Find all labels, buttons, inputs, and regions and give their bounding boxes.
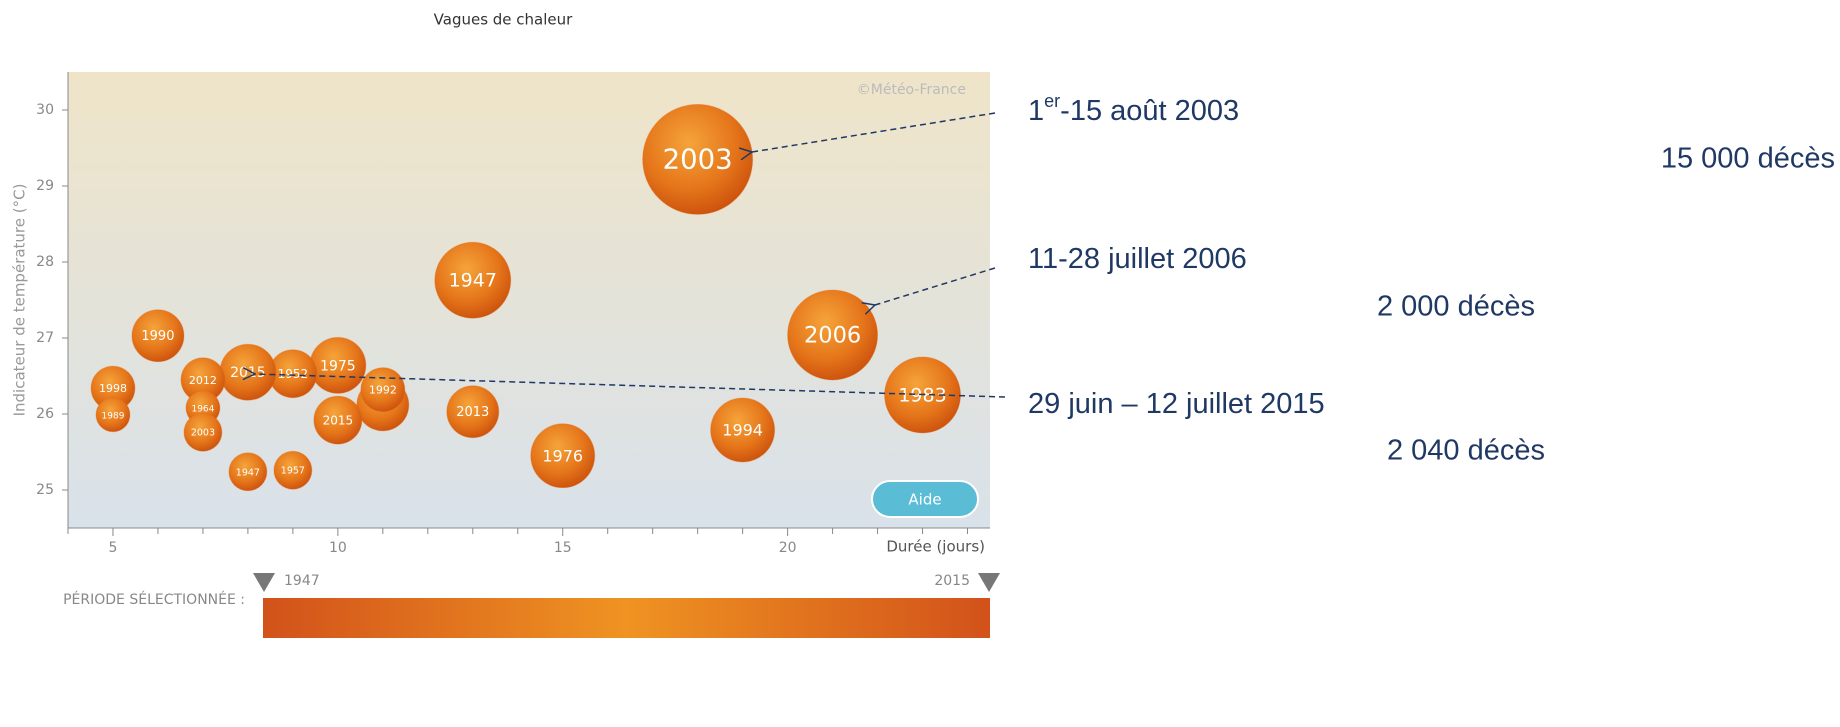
bubble-label: 1994 <box>722 420 763 439</box>
bubble-label: 1990 <box>141 329 174 344</box>
arrow <box>875 267 996 305</box>
bubble-label: 2013 <box>456 405 489 420</box>
period-label: PÉRIODE SÉLECTIONNÉE : <box>63 591 245 608</box>
help-button[interactable] <box>871 480 979 518</box>
annotation-deaths: 2 040 décès <box>1387 435 1545 467</box>
bubble-label: 2015 <box>230 365 266 381</box>
bubble-label: 1998 <box>99 382 127 395</box>
x-tick-label: 10 <box>329 540 347 556</box>
bubble <box>131 309 185 363</box>
period-bar <box>263 598 990 638</box>
annotation-text: 29 juin – 12 juillet 2015 <box>1028 388 1325 420</box>
annotation: 1er-15 août 2003 <box>1028 91 1239 127</box>
bubble <box>313 395 363 445</box>
x-axis-label: Durée (jours) <box>886 538 985 556</box>
x-tick-label: 5 <box>109 540 118 556</box>
period-end: 2015 <box>934 573 970 589</box>
bubble <box>530 423 596 489</box>
annotation-deaths: 15 000 décès <box>1661 143 1835 175</box>
annotation-text: 1 <box>1028 95 1044 127</box>
annotation-sup: er <box>1044 91 1060 111</box>
bubble-label: 2006 <box>804 322 861 348</box>
bubble <box>228 452 268 492</box>
y-tick-label: 30 <box>36 102 54 118</box>
y-tick-label: 28 <box>36 254 54 270</box>
bubble <box>446 385 500 439</box>
bubble-label: 1957 <box>281 466 305 477</box>
y-axis-label: Indicateur de température (°C) <box>11 184 29 417</box>
bubble-label: 1952 <box>278 367 309 381</box>
bubble <box>95 397 131 433</box>
credit: ©Météo-France <box>857 82 966 98</box>
bubble <box>710 397 776 463</box>
bubble-label: 1964 <box>191 404 214 414</box>
arrow <box>255 374 1006 398</box>
bubble-label: 1975 <box>320 358 356 374</box>
y-tick-label: 29 <box>36 178 54 194</box>
annotation-text: -15 août 2003 <box>1060 95 1239 127</box>
annotations: 1er-15 août 2003 15 000 décès 11-28 juille… <box>1028 91 1835 467</box>
x-tick-label: 20 <box>779 540 797 556</box>
bubble-label: 1992 <box>369 384 397 397</box>
chart-title: Vagues de chaleur <box>434 11 573 29</box>
help-button-label[interactable]: Aide <box>908 491 941 509</box>
bubble-label: 1947 <box>449 270 497 292</box>
bubble-label: 2015 <box>323 414 354 428</box>
bubble <box>273 450 313 490</box>
y-tick-label: 25 <box>36 482 54 498</box>
bubble <box>787 289 879 381</box>
bubble-label: 1989 <box>102 411 125 421</box>
bubble-label: 1976 <box>542 446 583 465</box>
period-start: 1947 <box>284 573 320 589</box>
bubble-label: 2012 <box>189 374 217 387</box>
bubble-label: 2003 <box>663 143 733 175</box>
bubble <box>434 241 512 319</box>
period-handle[interactable] <box>253 573 275 592</box>
arrow <box>752 112 996 152</box>
bubble-label: 2003 <box>191 428 215 439</box>
period-handle[interactable] <box>978 573 1000 592</box>
y-tick-label: 26 <box>36 406 54 422</box>
y-tick-label: 27 <box>36 330 54 346</box>
annotation: 29 juin – 12 juillet 2015 <box>1028 388 1325 420</box>
bubble-label: 1947 <box>236 467 260 478</box>
x-tick-label: 15 <box>554 540 572 556</box>
bubbles: 25 26 27 28 29 30 5 10 15 20 2003 1947 2006 1983 1994 1… <box>36 102 969 556</box>
bubble-label: 1983 <box>898 385 946 407</box>
bubble <box>183 412 223 452</box>
annotation-deaths: 2 000 décès <box>1377 291 1535 323</box>
annotation: 11-28 juillet 2006 <box>1028 243 1247 275</box>
annotation-text: 11-28 juillet 2006 <box>1028 243 1247 275</box>
